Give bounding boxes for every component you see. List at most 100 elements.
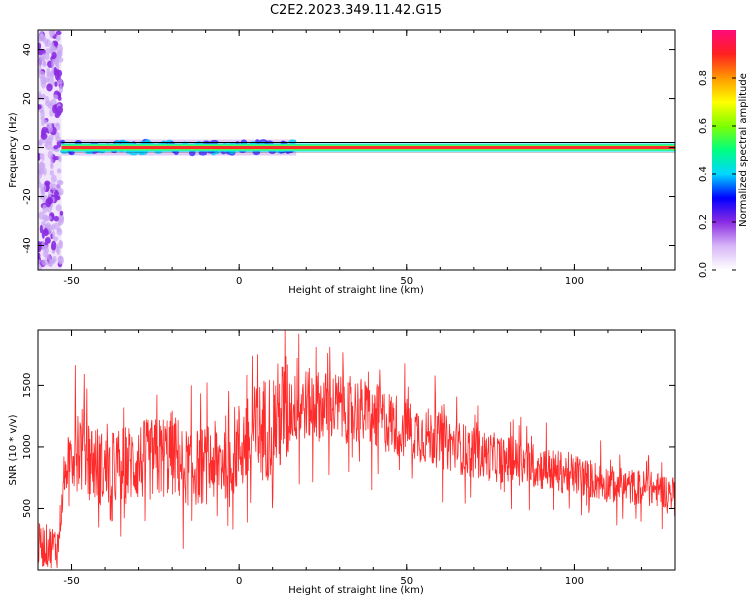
spectrogram-x-tick-label: -50 <box>63 276 79 287</box>
noise-blob <box>38 265 43 270</box>
noise-blob <box>51 258 56 264</box>
noise-blob <box>46 196 54 205</box>
noise-blob <box>54 190 59 197</box>
noise-blob <box>55 34 61 42</box>
snr-data <box>38 330 675 569</box>
noise-blob <box>38 48 44 56</box>
noise-blob <box>58 239 63 245</box>
noise-blob <box>40 132 48 140</box>
noise-blob <box>53 66 57 76</box>
noise-blob <box>41 229 45 239</box>
noise-blob <box>52 230 56 240</box>
noise-blob <box>38 177 41 185</box>
noise-blob <box>54 56 58 65</box>
noise-blob <box>57 69 63 77</box>
noise-blob <box>59 210 64 216</box>
noise-blob <box>58 155 62 163</box>
noise-blob <box>54 112 60 119</box>
colorbar-tick-label: 0.4 <box>698 166 709 182</box>
noise-blob <box>56 246 61 256</box>
noise-blob <box>48 215 52 221</box>
noise-blob <box>50 174 57 183</box>
signal-core <box>61 146 675 150</box>
noise-blob <box>50 183 58 191</box>
colorbar-gradient <box>712 30 736 270</box>
spectrogram-x-tick-label: 100 <box>565 276 584 287</box>
noise-blob <box>57 255 64 261</box>
noise-blob <box>50 30 55 36</box>
noise-blob <box>48 125 53 133</box>
noise-blob <box>56 105 64 114</box>
noise-blob <box>56 43 64 54</box>
noise-blob <box>38 33 45 42</box>
noise-blob <box>41 119 45 127</box>
noise-blob <box>40 78 47 89</box>
noise-blob <box>56 168 62 174</box>
noise-blob <box>58 84 64 94</box>
colorbar-ticks: 0.0 0.2 0.4 0.6 0.8 <box>698 70 736 278</box>
snr-panel: -50 0 50 100 500 1000 1500 Height of straight … <box>8 329 676 596</box>
noise-blob <box>44 40 48 48</box>
noise-blob <box>49 70 55 79</box>
noise-blob <box>44 237 51 244</box>
spectrogram-y-tick-label: 20 <box>22 92 33 105</box>
noise-blob <box>44 138 49 143</box>
spectrogram-y-tick-label: 0 <box>22 144 33 150</box>
noise-blob <box>50 41 55 51</box>
noise-blob <box>38 247 41 253</box>
spectrogram-panel: -50 0 50 100 -40 -20 0 20 40 Height of straight … <box>8 29 676 296</box>
noise-blob <box>44 180 51 186</box>
noise-blob <box>51 58 55 69</box>
noise-blob <box>45 48 51 55</box>
spectrogram-x-tick-label: 50 <box>400 276 413 287</box>
noise-blob <box>38 211 45 220</box>
spectrogram-x-tick-label: 0 <box>236 276 242 287</box>
noise-blob <box>42 204 48 214</box>
noise-blob <box>54 81 58 87</box>
spectrogram-y-tick-label: 40 <box>22 43 33 56</box>
snr-x-label: Height of straight line (km) <box>288 585 424 596</box>
noise-blob <box>38 156 41 161</box>
noise-blob <box>38 42 42 50</box>
noise-blob <box>57 227 61 233</box>
noise-blob <box>39 224 43 234</box>
snr-axes: -50 0 50 100 500 1000 1500 <box>22 330 676 587</box>
colorbar-tick-label: 0.0 <box>698 262 709 278</box>
signal-blob <box>60 139 65 144</box>
noise-blob <box>56 179 63 185</box>
noise-blob <box>39 54 45 62</box>
noise-blob <box>44 254 51 260</box>
noise-blob <box>38 161 45 172</box>
noise-blob <box>46 83 53 92</box>
spectrogram-frame <box>37 29 676 271</box>
noise-blob <box>55 204 62 212</box>
noise-blob <box>41 259 49 266</box>
noise-blob <box>55 122 60 127</box>
noise-blob <box>53 145 59 150</box>
signal-blob <box>198 150 208 156</box>
noise-blob <box>45 140 53 151</box>
noise-blob <box>53 215 59 222</box>
snr-frame <box>37 329 676 571</box>
spectrogram-y-tick-label: -20 <box>22 188 33 204</box>
noise-blob <box>57 79 63 85</box>
spectrogram-axes: -50 0 50 100 -40 -20 0 20 40 <box>22 30 676 287</box>
snr-y-label: SNR (10 * v/v) <box>8 414 19 485</box>
noise-blob <box>44 215 50 222</box>
noise-blob <box>55 30 62 36</box>
noise-blob <box>38 152 41 158</box>
noise-blob <box>50 158 54 168</box>
snr-x-tick-label: 50 <box>400 576 413 587</box>
noise-blob <box>38 104 42 110</box>
noise-blob <box>51 240 57 251</box>
noise-blob <box>40 183 47 192</box>
noise-blob <box>38 94 43 99</box>
noise-blob <box>52 94 59 100</box>
signal-blob <box>288 139 297 144</box>
noise-blob <box>47 191 52 197</box>
noise-blob <box>51 51 57 60</box>
snr-y-tick-label: 1000 <box>22 434 33 459</box>
spectrogram-y-tick-label: -40 <box>22 237 33 253</box>
noise-blob <box>55 136 61 142</box>
